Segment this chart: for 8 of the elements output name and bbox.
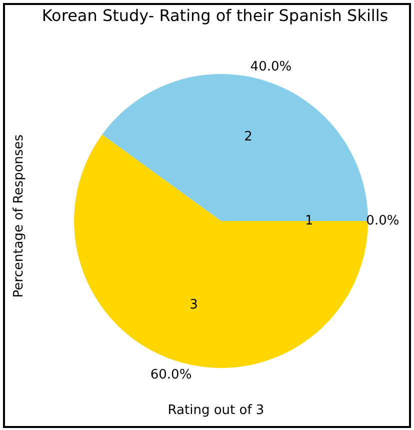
- data-label: 40.0%: [250, 60, 292, 75]
- slice-label: 2: [244, 130, 252, 145]
- text: Rating out of 3: [166, 403, 266, 418]
- text: Percentage of Responses: [12, 134, 26, 298]
- chart-title: Korean Study- Rating of their Spanish Skills: [40, 6, 390, 25]
- slice-label: 3: [190, 297, 198, 312]
- text: 0.0%: [366, 214, 400, 228]
- data-label: 60.0%: [150, 367, 192, 382]
